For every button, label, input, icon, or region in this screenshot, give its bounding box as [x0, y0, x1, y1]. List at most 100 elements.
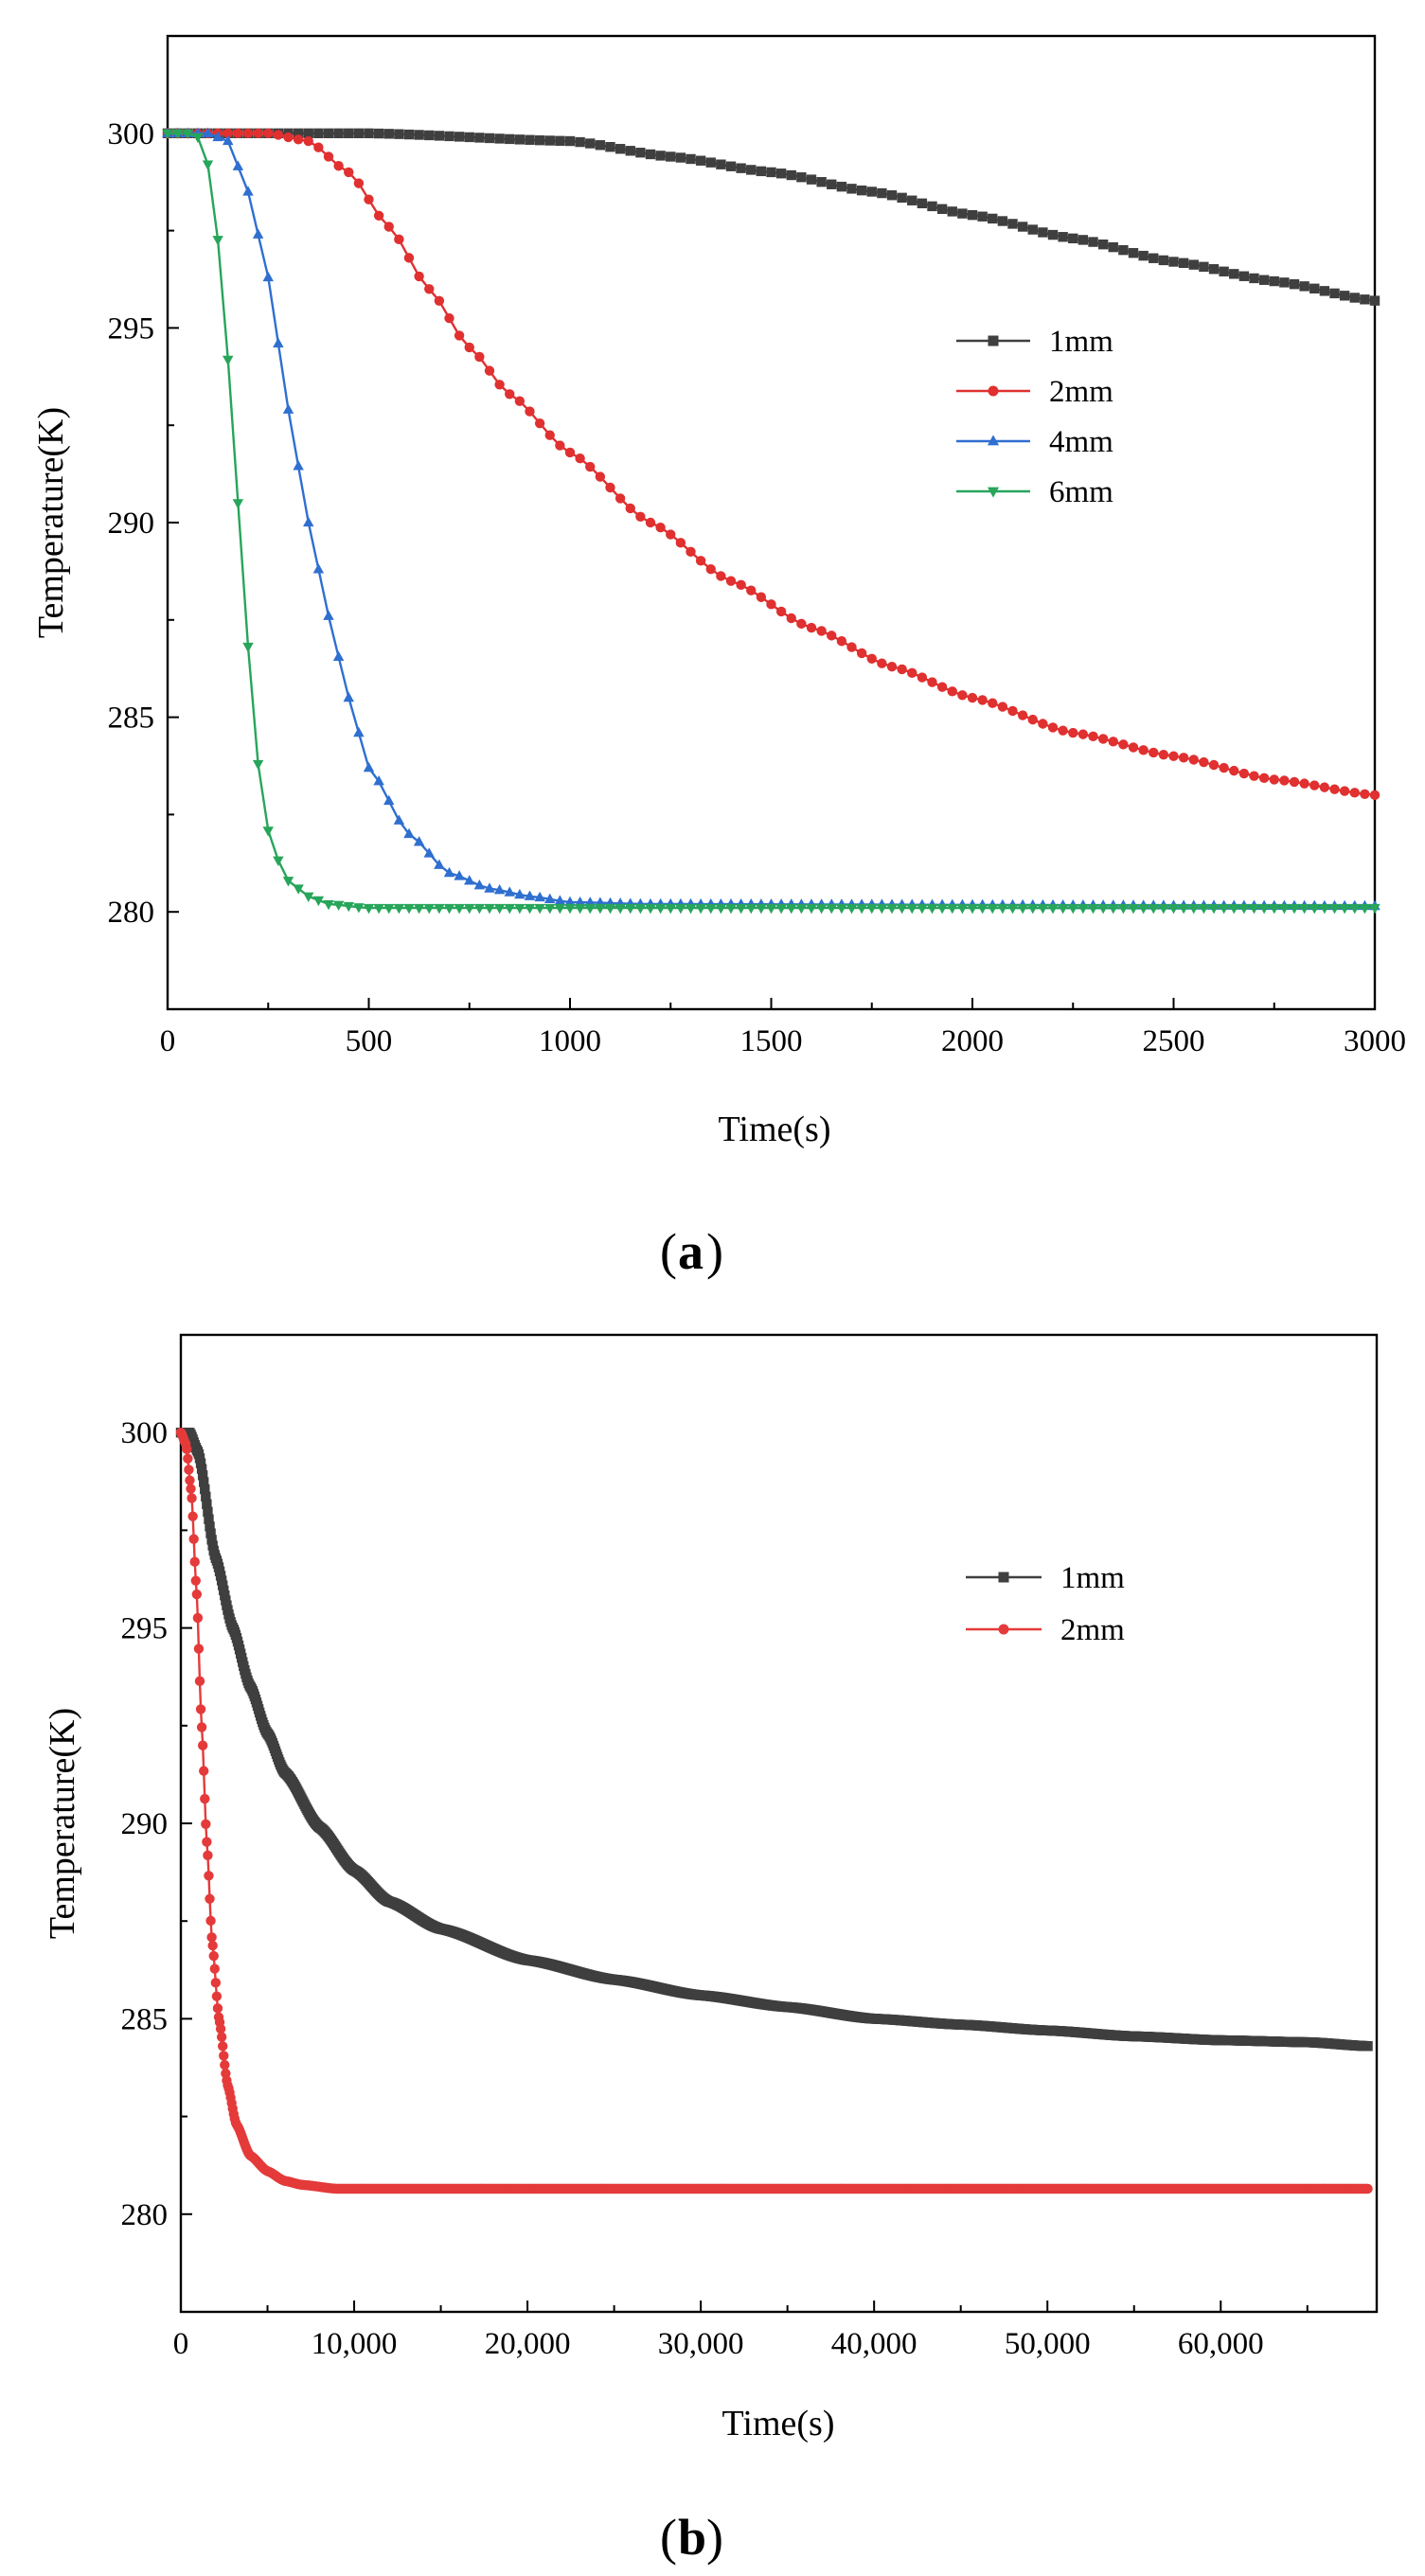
- data-point: [1027, 714, 1038, 725]
- data-point: [1328, 903, 1341, 915]
- data-point: [494, 380, 505, 390]
- data-point: [1319, 286, 1330, 296]
- data-point: [917, 903, 928, 915]
- data-point: [1158, 255, 1169, 266]
- data-point: [544, 903, 556, 915]
- data-point: [1349, 788, 1360, 798]
- data-point: [796, 618, 807, 630]
- data-point: [756, 166, 767, 177]
- data-point: [775, 169, 787, 179]
- series-group-b: [175, 1428, 1373, 2194]
- data-point: [1349, 903, 1361, 915]
- data-point: [896, 903, 908, 915]
- series-line-4mm: [168, 132, 1375, 908]
- data-point: [353, 178, 365, 188]
- data-point: [575, 136, 585, 148]
- data-point: [423, 847, 435, 858]
- data-point: [414, 130, 424, 140]
- data-point: [655, 151, 666, 161]
- y-ticks-b: 280 285 290 295 300: [121, 1416, 192, 2232]
- data-point: [202, 1837, 212, 1847]
- data-point: [282, 403, 294, 414]
- legend-label: 6mm: [1049, 475, 1113, 509]
- data-point: [1167, 903, 1180, 915]
- data-point: [303, 892, 314, 902]
- data-point: [1108, 903, 1119, 915]
- data-point: [604, 903, 616, 915]
- data-point: [846, 184, 857, 194]
- data-point: [525, 134, 535, 145]
- data-point: [494, 133, 505, 144]
- data-point: [1258, 903, 1270, 915]
- data-point: [967, 692, 978, 703]
- data-point: [514, 888, 525, 899]
- data-point: [202, 160, 214, 170]
- data-point: [363, 903, 375, 915]
- data-point: [196, 1464, 207, 1474]
- data-point: [1228, 903, 1239, 915]
- data-point: [1198, 903, 1210, 915]
- data-point: [1068, 233, 1078, 244]
- y-axis-title-a: Temperature(K): [31, 407, 71, 638]
- data-point: [1168, 751, 1179, 761]
- data-point: [1329, 288, 1340, 299]
- data-point: [926, 903, 938, 915]
- data-point: [766, 599, 776, 610]
- legend-marker: [998, 1624, 1009, 1635]
- data-point: [203, 1850, 213, 1861]
- data-point: [223, 134, 234, 146]
- data-point: [413, 903, 425, 915]
- data-point: [223, 355, 234, 366]
- data-point: [705, 903, 717, 915]
- data-point: [208, 1950, 219, 1962]
- data-point: [906, 903, 917, 915]
- data-point: [1208, 903, 1220, 915]
- data-point: [493, 903, 506, 915]
- data-point: [827, 179, 837, 189]
- data-point: [1360, 294, 1370, 305]
- data-point: [534, 134, 545, 146]
- data-point: [615, 493, 626, 504]
- data-point: [695, 556, 706, 566]
- legend-item-4mm: 4mm: [956, 425, 1113, 459]
- data-point: [806, 622, 817, 633]
- data-point: [373, 903, 384, 915]
- data-point: [705, 157, 716, 168]
- data-point: [464, 875, 475, 885]
- data-point: [574, 903, 586, 915]
- data-point: [1158, 903, 1169, 915]
- data-point: [1269, 275, 1279, 287]
- data-point: [474, 133, 485, 143]
- series-line-1mm: [181, 1431, 1368, 2048]
- data-point: [886, 190, 898, 201]
- data-point: [987, 903, 998, 915]
- data-point: [383, 903, 395, 915]
- svg-text:(: (: [660, 1223, 677, 1280]
- data-point: [1097, 734, 1109, 744]
- data-point: [1238, 271, 1250, 281]
- data-point: [827, 631, 837, 641]
- data-point: [207, 1940, 218, 1951]
- data-point: [635, 148, 646, 158]
- data-point: [414, 271, 424, 282]
- data-point: [444, 312, 454, 324]
- data-point: [424, 284, 435, 294]
- data-point: [877, 658, 887, 668]
- panel-label-b: ( b ): [660, 2509, 723, 2566]
- data-point: [1258, 773, 1270, 784]
- data-point: [775, 606, 787, 617]
- data-point: [525, 406, 535, 417]
- data-point: [1047, 903, 1059, 915]
- data-point: [1006, 903, 1019, 915]
- data-point: [333, 128, 344, 138]
- x-tick-label: 1000: [539, 1024, 601, 1058]
- data-point: [464, 132, 474, 143]
- data-point: [183, 1453, 193, 1464]
- data-point: [215, 2023, 226, 2034]
- data-point: [293, 884, 304, 895]
- data-point: [574, 896, 586, 907]
- data-point: [202, 1499, 212, 1510]
- data-point: [775, 903, 787, 915]
- data-point: [394, 129, 404, 139]
- data-point: [1007, 219, 1018, 229]
